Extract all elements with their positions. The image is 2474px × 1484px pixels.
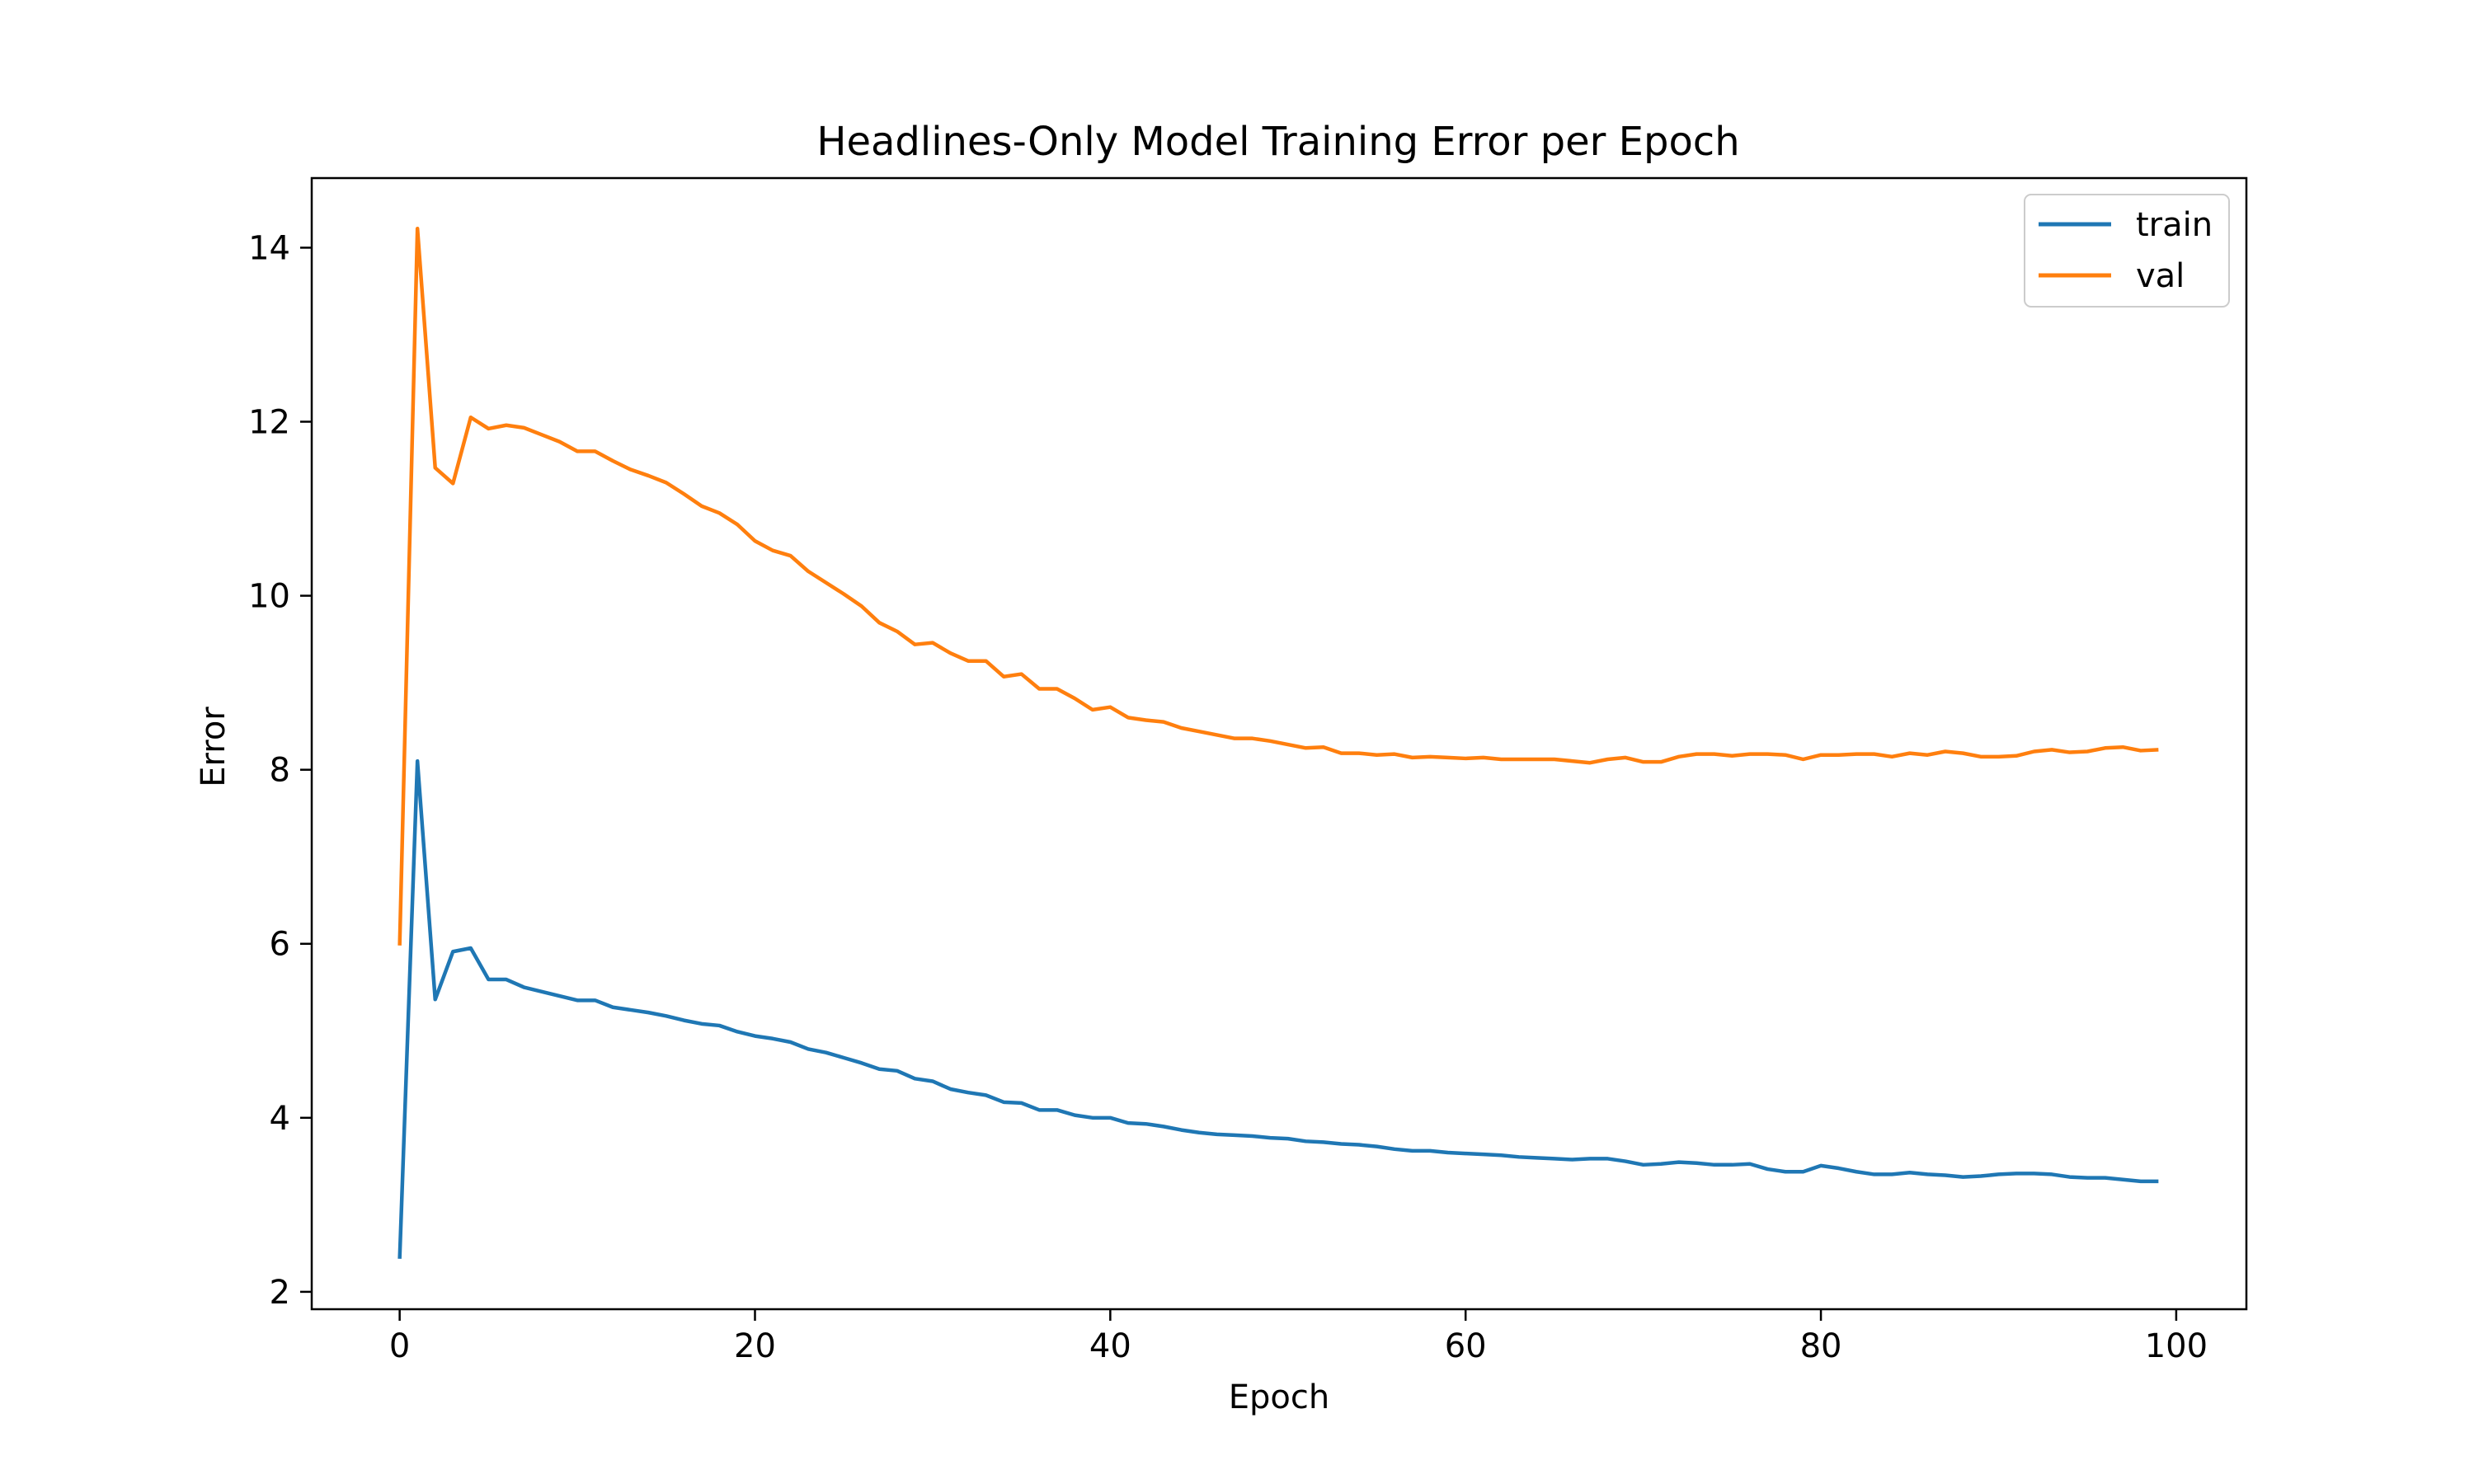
x-tick-label: 60: [1445, 1327, 1487, 1365]
y-tick-label: 4: [270, 1100, 290, 1138]
plot-area-frame: [310, 176, 2248, 1311]
y-tick-label: 14: [248, 229, 290, 267]
y-tick-label: 6: [270, 926, 290, 964]
x-axis-label: Epoch: [1229, 1378, 1329, 1416]
x-tick-label: 0: [389, 1327, 410, 1365]
y-tick-label: 10: [248, 578, 290, 616]
x-tick-label: 40: [1089, 1327, 1131, 1365]
y-axis-label: Error: [195, 707, 233, 787]
legend: train val: [2024, 194, 2230, 308]
plot-lines: [397, 226, 2159, 1259]
y-tick-label: 2: [270, 1274, 290, 1312]
series-line-train: [397, 758, 2159, 1259]
chart-title: Headlines-Only Model Training Error per …: [816, 119, 1739, 165]
legend-label-val: val: [2136, 257, 2185, 295]
series-line-val: [397, 226, 2159, 946]
x-tick-label: 20: [734, 1327, 776, 1365]
legend-label-train: train: [2136, 206, 2213, 244]
y-tick-label: 12: [248, 404, 290, 442]
x-axis-ticks: 0 20 40 60 80 100: [389, 1309, 2208, 1365]
y-tick-label: 8: [270, 752, 290, 790]
x-tick-label: 80: [1800, 1327, 1842, 1365]
y-axis-ticks: 2 4 6 8 10 12 14: [248, 229, 312, 1312]
x-tick-label: 100: [2145, 1327, 2208, 1365]
